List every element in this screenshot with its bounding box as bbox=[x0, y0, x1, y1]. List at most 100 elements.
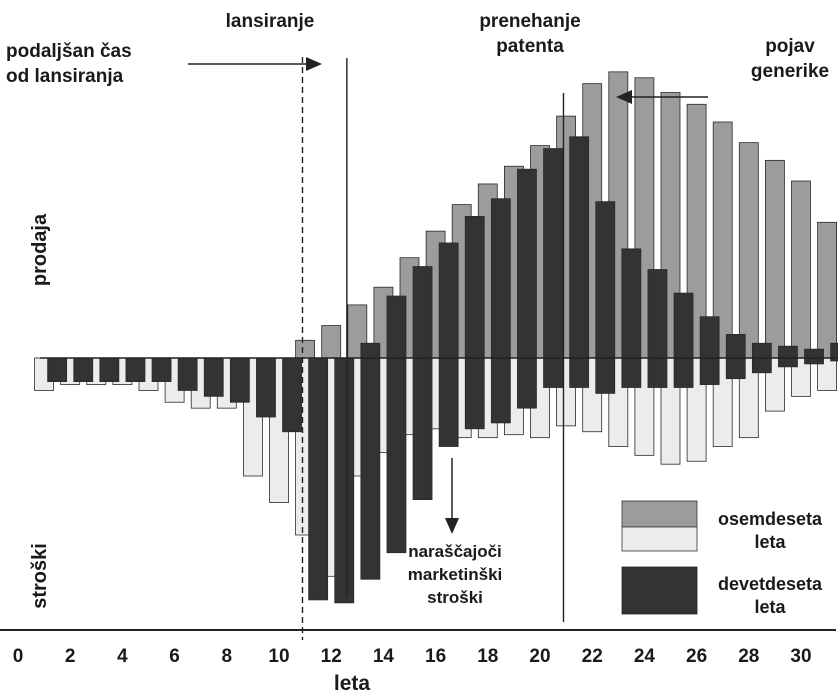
bar-cost bbox=[125, 357, 146, 383]
bar-sales bbox=[738, 142, 759, 359]
x-axis-title: leta bbox=[334, 672, 371, 694]
bar-cost bbox=[778, 357, 798, 368]
bar-sales bbox=[699, 316, 720, 359]
bar-cost bbox=[73, 357, 94, 383]
legend-label-eighties-line2: leta bbox=[754, 532, 786, 552]
annotation-prenehanje-line2: patenta bbox=[496, 36, 564, 57]
bar-sales bbox=[778, 345, 798, 359]
bar-cost bbox=[517, 357, 537, 409]
bar-sales bbox=[765, 159, 785, 359]
x-tick-label: 30 bbox=[790, 646, 811, 667]
x-tick-label: 24 bbox=[634, 646, 656, 667]
bar-sales bbox=[490, 198, 511, 359]
bar-sales bbox=[830, 342, 838, 359]
bar-sales bbox=[804, 348, 824, 359]
legend-swatch-eighties-sales bbox=[621, 500, 698, 528]
bar-sales bbox=[543, 148, 563, 359]
bar-cost bbox=[438, 357, 459, 447]
bar-sales bbox=[360, 342, 381, 359]
bar-sales bbox=[438, 242, 459, 359]
x-tick-label: 16 bbox=[425, 646, 446, 667]
bar-sales bbox=[725, 333, 746, 359]
bar-cost bbox=[699, 357, 720, 385]
bar-sales bbox=[621, 248, 642, 359]
annotation-narascajoci-line2: marketinški bbox=[408, 565, 503, 584]
bar-sales bbox=[517, 168, 537, 359]
bar-cost bbox=[256, 357, 276, 418]
bar-sales bbox=[595, 201, 616, 359]
x-tick-label: 14 bbox=[373, 646, 395, 667]
arrow-podaljsan bbox=[188, 57, 322, 71]
annotation-narascajoci-line1: naraščajoči bbox=[408, 542, 502, 561]
arrow-marketing-costs bbox=[445, 458, 459, 534]
bar-sales bbox=[647, 269, 668, 359]
bar-cost bbox=[203, 357, 224, 397]
bar-cost bbox=[47, 357, 68, 383]
annotation-pojav-line1: pojav bbox=[765, 36, 815, 57]
annotation-narascajoci-line3: stroški bbox=[427, 588, 483, 607]
annotation-pojav-line2: generike bbox=[751, 61, 829, 82]
bar-cost bbox=[412, 357, 433, 501]
x-tick-label: 26 bbox=[686, 646, 707, 667]
annotation-podaljsan-line2: od lansiranja bbox=[6, 66, 124, 87]
x-tick-label: 8 bbox=[222, 646, 233, 667]
bar-cost bbox=[804, 357, 824, 365]
bar-cost bbox=[99, 357, 120, 383]
x-tick-label: 6 bbox=[169, 646, 180, 667]
legend-swatch-eighties-costs bbox=[621, 526, 698, 552]
legend-swatch-nineties bbox=[621, 566, 698, 615]
legend-label-nineties-line1: devetdeseta bbox=[718, 574, 823, 594]
annotation-podaljsan-line1: podaljšan čas bbox=[6, 41, 132, 62]
bar-cost bbox=[229, 357, 250, 403]
x-tick-label: 2 bbox=[65, 646, 76, 667]
bar-cost bbox=[725, 357, 746, 380]
bar-cost bbox=[386, 357, 407, 554]
bar-sales bbox=[386, 295, 407, 359]
x-tick-label: 12 bbox=[321, 646, 342, 667]
bar-sales bbox=[673, 292, 694, 359]
x-tick-label: 10 bbox=[268, 646, 289, 667]
bar-cost bbox=[360, 357, 381, 580]
bar-sales bbox=[321, 325, 342, 359]
bar-sales bbox=[569, 136, 590, 359]
bar-cost bbox=[177, 357, 198, 391]
bar-sales bbox=[817, 221, 837, 359]
bar-cost bbox=[751, 357, 772, 374]
arrow-pojav-generike bbox=[616, 90, 708, 104]
bar-sales bbox=[464, 215, 485, 359]
x-tick-label: 22 bbox=[582, 646, 603, 667]
legend-label-nineties-line2: leta bbox=[754, 597, 786, 617]
bar-cost bbox=[595, 357, 616, 394]
annotation-prenehanje-line1: prenehanje bbox=[479, 11, 580, 32]
x-tick-label: 0 bbox=[13, 646, 24, 667]
bar-cost bbox=[673, 357, 694, 388]
legend-label-eighties-line1: osemdeseta bbox=[718, 509, 823, 529]
bar-cost bbox=[464, 357, 485, 430]
x-tick-label: 18 bbox=[477, 646, 498, 667]
bar-cost bbox=[308, 357, 329, 601]
x-tick-label: 20 bbox=[529, 646, 550, 667]
bar-sales bbox=[751, 342, 772, 359]
bar-cost bbox=[621, 357, 642, 388]
bar-cost bbox=[490, 357, 511, 424]
bar-sales bbox=[791, 180, 811, 359]
x-tick-labels: 0 2 4 6 8 10 12 14 16 18 20 22 24 26 28 30 bbox=[13, 646, 812, 667]
bar-cost bbox=[569, 357, 590, 388]
bar-cost bbox=[334, 357, 355, 604]
bar-sales bbox=[295, 339, 316, 359]
annotation-lansiranje: lansiranje bbox=[226, 11, 315, 32]
bar-cost bbox=[830, 357, 838, 362]
bar-cost bbox=[282, 357, 302, 433]
bar-cost bbox=[543, 357, 563, 388]
reference-lines bbox=[301, 57, 565, 640]
bar-sales bbox=[412, 266, 433, 359]
bar-cost bbox=[151, 357, 172, 383]
x-tick-label: 4 bbox=[117, 646, 128, 667]
y-axis-title-sales: prodaja bbox=[29, 213, 51, 286]
legend: osemdeseta leta devetdeseta leta bbox=[621, 500, 823, 617]
nineties-bars bbox=[47, 136, 838, 604]
bar-cost bbox=[647, 357, 668, 388]
x-tick-label: 28 bbox=[738, 646, 759, 667]
